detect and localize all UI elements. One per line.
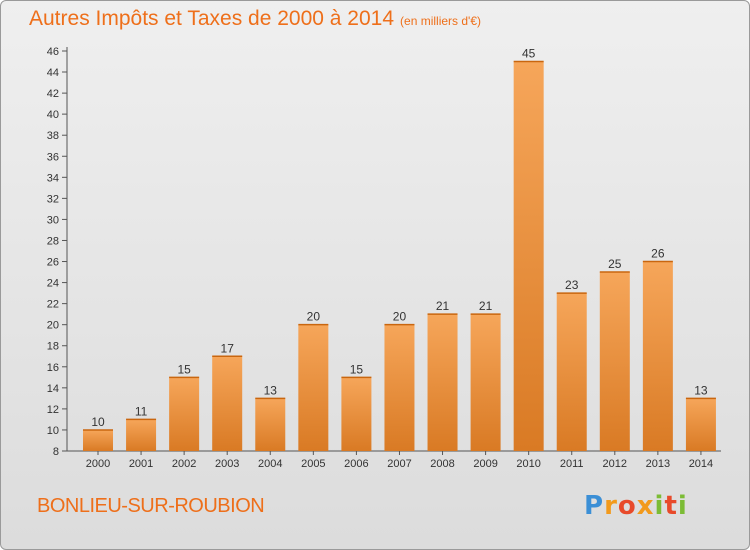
x-tick-label: 2006 [344,458,368,470]
x-tick-label: 2005 [301,458,325,470]
y-tick-label: 24 [47,278,59,290]
bar [470,314,501,451]
bar [255,398,286,451]
bar [599,272,630,451]
x-tick-label: 2014 [689,458,713,470]
y-tick-label: 36 [47,151,59,163]
y-tick-label: 14 [47,383,59,395]
x-tick-label: 2013 [646,458,670,470]
x-tick-label: 2011 [560,458,584,470]
commune-name: BONLIEU-SUR-ROUBION [37,495,265,517]
y-tick-label: 20 [47,320,59,332]
y-tick-label: 28 [47,235,59,247]
y-tick-label: 10 [47,425,59,437]
y-tick-label: 8 [53,446,59,458]
data-label: 21 [436,299,450,313]
bar [212,356,243,451]
bar [513,61,544,452]
bar [298,324,329,451]
data-label: 21 [479,299,493,313]
chart-title-text: Autres Impôts et Taxes de 2000 à 2014 [29,7,395,30]
y-tick-label: 40 [47,109,59,121]
y-tick-label: 26 [47,257,59,269]
data-label: 15 [350,362,364,376]
data-label: 15 [177,362,191,376]
x-tick-label: 2010 [516,458,540,470]
y-tick-label: 30 [47,214,59,226]
proxiti-logo: Proxiti [584,491,688,521]
x-tick-label: 2002 [172,458,196,470]
data-label: 10 [91,415,105,429]
data-label: 45 [522,47,536,61]
x-tick-label: 2003 [215,458,239,470]
bar [556,293,587,451]
x-tick-label: 2012 [603,458,627,470]
y-tick-label: 46 [47,46,59,58]
y-tick-label: 12 [47,404,59,416]
x-tick-label: 2007 [387,458,411,470]
bar [126,419,157,451]
y-tick-label: 42 [47,88,59,100]
data-label: 20 [307,310,321,324]
bar [169,377,200,451]
x-tick-label: 2008 [430,458,454,470]
data-label: 20 [393,310,407,324]
bar [384,324,415,451]
bar [83,429,113,451]
y-tick-label: 32 [47,193,59,205]
data-label: 25 [608,257,622,271]
y-tick-label: 18 [47,341,59,353]
y-tick-label: 44 [47,67,59,79]
x-tick-label: 2004 [258,458,282,470]
y-tick-label: 22 [47,299,59,311]
chart-unit: (en milliers d'€) [400,14,482,28]
bar [685,398,716,451]
data-label: 23 [565,278,579,292]
bar [427,314,458,451]
bar [341,377,372,451]
data-label: 13 [264,383,278,397]
x-tick-label: 2009 [473,458,497,470]
y-tick-label: 16 [47,362,59,374]
bar [642,261,673,451]
chart-title: Autres Impôts et Taxes de 2000 à 2014 (en… [29,7,481,31]
data-label: 26 [651,247,665,261]
data-label: 13 [694,383,708,397]
y-tick-label: 38 [47,130,59,142]
data-label: 11 [135,404,148,418]
x-tick-label: 2001 [129,458,153,470]
y-tick-label: 34 [47,172,59,184]
data-label: 17 [221,341,235,355]
x-tick-label: 2000 [86,458,110,470]
